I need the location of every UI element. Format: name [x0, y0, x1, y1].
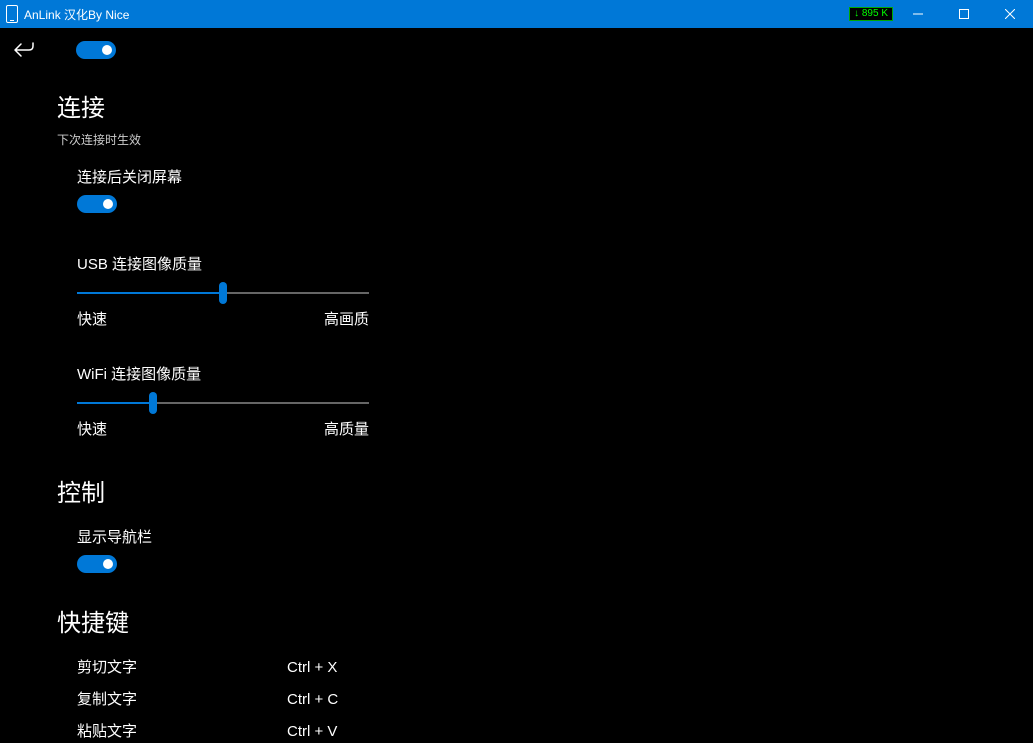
- toggle-knob: [103, 559, 113, 569]
- section-control: 控制 显示导航栏: [0, 473, 1033, 573]
- usb-slider-fill: [77, 292, 223, 294]
- shortcut-row: 粘贴文字Ctrl + V: [77, 716, 1003, 743]
- show-nav-toggle[interactable]: [77, 555, 117, 573]
- usb-slider-right: 高画质: [324, 308, 369, 329]
- wifi-slider-group: WiFi 连接图像质量 快速 高质量: [57, 363, 1003, 439]
- minimize-icon: [913, 9, 923, 19]
- titlebar-left: AnLink 汉化By Nice: [6, 5, 129, 23]
- close-screen-label: 连接后关闭屏幕: [77, 166, 1003, 187]
- close-button[interactable]: [987, 0, 1033, 28]
- minimize-button[interactable]: [895, 0, 941, 28]
- usb-slider-thumb[interactable]: [219, 282, 227, 304]
- shortcut-row: 复制文字Ctrl + C: [77, 684, 1003, 716]
- usb-slider-title: USB 连接图像质量: [77, 253, 1003, 274]
- shortcut-key: Ctrl + V: [287, 716, 337, 743]
- close-icon: [1005, 9, 1015, 19]
- maximize-icon: [959, 9, 969, 19]
- wifi-slider-left: 快速: [77, 418, 107, 439]
- shortcut-key: Ctrl + X: [287, 652, 337, 684]
- window-titlebar: AnLink 汉化By Nice ↓ 895 K: [0, 0, 1033, 28]
- titlebar-right: ↓ 895 K: [849, 0, 1033, 28]
- show-nav-item: 显示导航栏: [57, 526, 1003, 573]
- section-shortcuts: 快捷键 剪切文字Ctrl + X复制文字Ctrl + C粘贴文字Ctrl + V…: [0, 603, 1033, 743]
- usb-slider-group: USB 连接图像质量 快速 高画质: [57, 253, 1003, 329]
- shortcut-name: 复制文字: [77, 684, 287, 716]
- top-toggle[interactable]: [76, 41, 116, 59]
- shortcut-row: 剪切文字Ctrl + X: [77, 652, 1003, 684]
- close-screen-item: 连接后关闭屏幕: [57, 166, 1003, 213]
- shortcuts-title: 快捷键: [57, 603, 1003, 638]
- wifi-slider-track[interactable]: [77, 402, 369, 404]
- connection-title: 连接: [57, 88, 1003, 123]
- content-area: 连接 下次连接时生效 连接后关闭屏幕 USB 连接图像质量 快速 高画质 WiF…: [0, 28, 1033, 743]
- usb-slider-left: 快速: [77, 308, 107, 329]
- shortcut-name: 粘贴文字: [77, 716, 287, 743]
- back-icon: [13, 41, 35, 59]
- toggle-knob: [102, 45, 112, 55]
- wifi-slider-labels: 快速 高质量: [77, 418, 369, 439]
- app-icon: [6, 5, 18, 23]
- close-screen-toggle[interactable]: [77, 195, 117, 213]
- section-connection: 连接 下次连接时生效 连接后关闭屏幕 USB 连接图像质量 快速 高画质 WiF…: [0, 88, 1033, 439]
- shortcut-key: Ctrl + C: [287, 684, 338, 716]
- toggle-knob: [103, 199, 113, 209]
- wifi-slider-thumb[interactable]: [149, 392, 157, 414]
- shortcut-name: 剪切文字: [77, 652, 287, 684]
- usb-slider-track[interactable]: [77, 292, 369, 294]
- wifi-slider-fill: [77, 402, 153, 404]
- connection-sub: 下次连接时生效: [57, 131, 1003, 148]
- usb-slider-labels: 快速 高画质: [77, 308, 369, 329]
- download-badge: ↓ 895 K: [849, 7, 893, 21]
- back-button[interactable]: [12, 38, 36, 62]
- show-nav-label: 显示导航栏: [77, 526, 1003, 547]
- window-title: AnLink 汉化By Nice: [24, 6, 129, 23]
- control-title: 控制: [57, 473, 1003, 508]
- wifi-slider-right: 高质量: [324, 418, 369, 439]
- maximize-button[interactable]: [941, 0, 987, 28]
- wifi-slider-title: WiFi 连接图像质量: [77, 363, 1003, 384]
- shortcut-table: 剪切文字Ctrl + X复制文字Ctrl + C粘贴文字Ctrl + V返回键或…: [57, 652, 1003, 743]
- topbar: [0, 38, 1033, 62]
